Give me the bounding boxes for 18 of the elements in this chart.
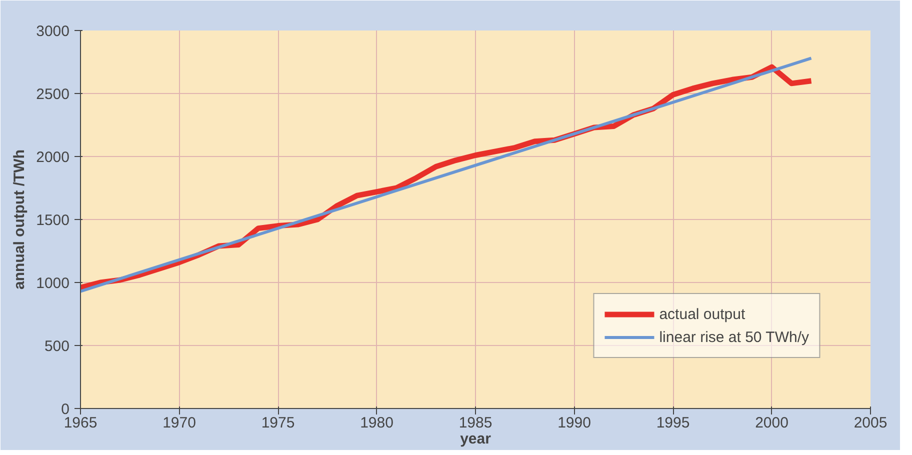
x-tick-label: 1985 [458,414,492,432]
x-tick-label: 1970 [162,414,196,432]
y-tick-label: 2500 [36,86,70,103]
x-tick-label: 1995 [656,414,690,432]
x-axis-title: year [460,430,492,448]
legend-label: actual output [659,306,746,322]
y-tick-label: 2000 [36,149,70,166]
y-tick-label: 1000 [36,275,70,292]
y-tick-label: 500 [44,338,70,355]
x-tick-label: 1975 [261,414,295,432]
x-tick-label: 2005 [854,414,888,432]
x-tick-label: 2000 [755,414,788,432]
y-tick-label: 3000 [36,23,70,40]
y-axis-title: annual output /TWh [11,150,28,290]
y-tick-label: 1500 [36,212,70,229]
legend-label: linear rise at 50 TWh/y [659,328,809,346]
x-tick-label: 1980 [360,414,394,432]
x-tick-label: 1990 [558,414,591,432]
